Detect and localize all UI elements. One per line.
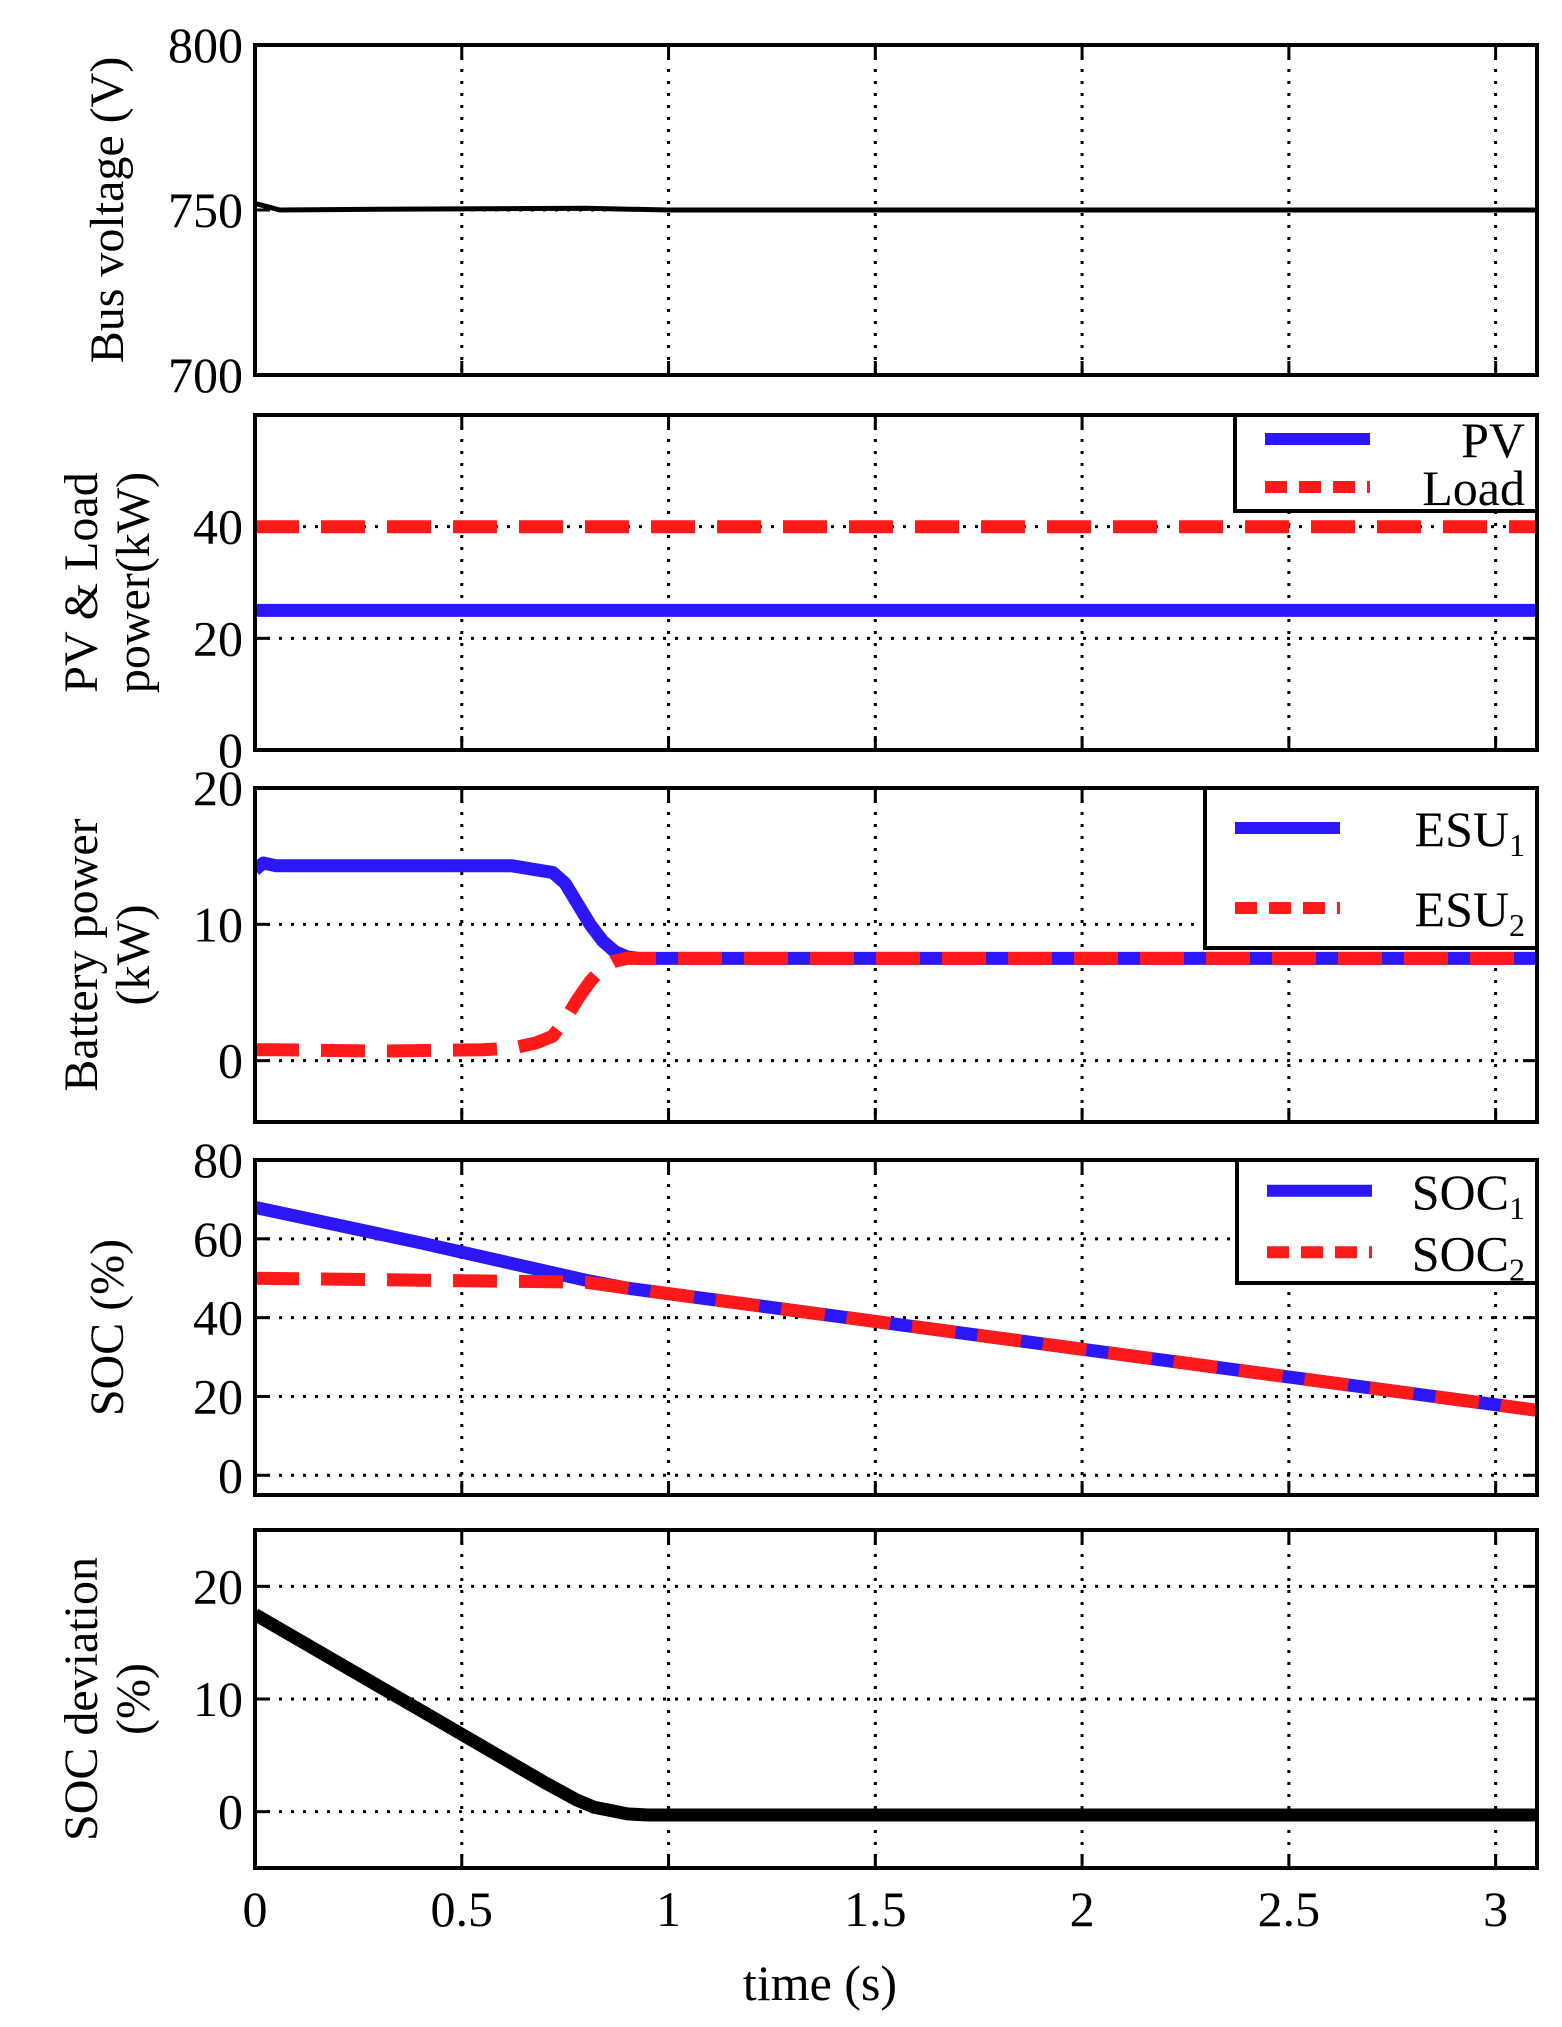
- x-tick-label: 3: [1483, 1881, 1508, 1937]
- series-group: [255, 856, 1537, 1058]
- y-axis-label: power(kW): [107, 472, 160, 693]
- series-line-soc-deviation: [255, 1608, 1537, 1822]
- y-axis-label: PV & Load: [55, 472, 108, 692]
- x-tick-label: 2: [1070, 1881, 1095, 1937]
- y-axis-label: SOC (%): [81, 1239, 134, 1416]
- series-line-bus-voltage: [255, 200, 1537, 213]
- x-tick-label: 0: [243, 1881, 268, 1937]
- y-tick-label: 60: [193, 1211, 243, 1267]
- plot-frame: [253, 1528, 1539, 1870]
- panel-3: 0 10 20 Battery power (kW) ESU1 ESU2: [55, 760, 1539, 1124]
- y-tick-label: 700: [168, 347, 243, 403]
- y-axis-label: (%): [107, 1663, 160, 1735]
- y-tick-label: 0: [218, 1447, 243, 1503]
- y-tick-label: 0: [218, 722, 243, 778]
- legend-label: ESU1: [1415, 801, 1525, 863]
- plot-frame: [253, 1158, 1539, 1497]
- y-tick-label: 10: [193, 896, 243, 952]
- y-tick-label: 10: [193, 1671, 243, 1727]
- y-tick-label: 80: [193, 1132, 243, 1188]
- series-line-esu2: [255, 951, 1537, 1058]
- legend-box: [1235, 1158, 1539, 1285]
- y-tick-label: 20: [193, 1368, 243, 1424]
- y-tick-label: 40: [193, 1290, 243, 1346]
- y-axis-label: (kW): [107, 904, 160, 1005]
- y-tick-label: 800: [168, 17, 243, 73]
- y-tick-label: 750: [168, 182, 243, 238]
- y-tick-label: 20: [193, 1558, 243, 1614]
- x-tick-label: 0.5: [431, 1881, 494, 1937]
- y-tick-label: 0: [218, 1784, 243, 1840]
- legend-box: [1233, 413, 1539, 513]
- legend-label: SOC1: [1412, 1164, 1525, 1226]
- legend-label: PV: [1461, 412, 1525, 468]
- panel-5: 0 10 20 SOC deviation (%) 0 0.5 1 1.5 2 2.5 3: [55, 1528, 1539, 1937]
- y-tick-label: 20: [193, 760, 243, 816]
- y-axis-label: Battery power: [55, 818, 108, 1091]
- x-axis-label: time (s): [743, 1955, 897, 2011]
- x-tick-label: 1: [656, 1881, 681, 1937]
- x-tick-label: 2.5: [1258, 1881, 1321, 1937]
- y-tick-label: 40: [193, 499, 243, 555]
- plot-frame: [253, 43, 1539, 377]
- y-axis-label: Bus voltage (V): [81, 57, 134, 364]
- y-axis-label: SOC deviation: [55, 1557, 108, 1841]
- legend: ESU1 ESU2: [1203, 786, 1539, 950]
- series-group: [255, 1608, 1537, 1822]
- plot-frame: [253, 413, 1539, 752]
- plot-frame: [253, 786, 1539, 1124]
- series-group: [255, 200, 1537, 213]
- series-group: [255, 1200, 1537, 1417]
- panel-1: 700 750 800 Bus voltage (V): [81, 17, 1539, 403]
- legend-box: [1203, 786, 1539, 950]
- legend-label: ESU2: [1415, 881, 1525, 943]
- legend-label: SOC2: [1412, 1225, 1525, 1287]
- y-tick-label: 20: [193, 610, 243, 666]
- legend-label: Load: [1422, 460, 1525, 516]
- series-line-soc2: [255, 1271, 1537, 1417]
- y-tick-label: 0: [218, 1033, 243, 1089]
- series-group: [255, 520, 1537, 617]
- x-tick-label: 1.5: [844, 1881, 907, 1937]
